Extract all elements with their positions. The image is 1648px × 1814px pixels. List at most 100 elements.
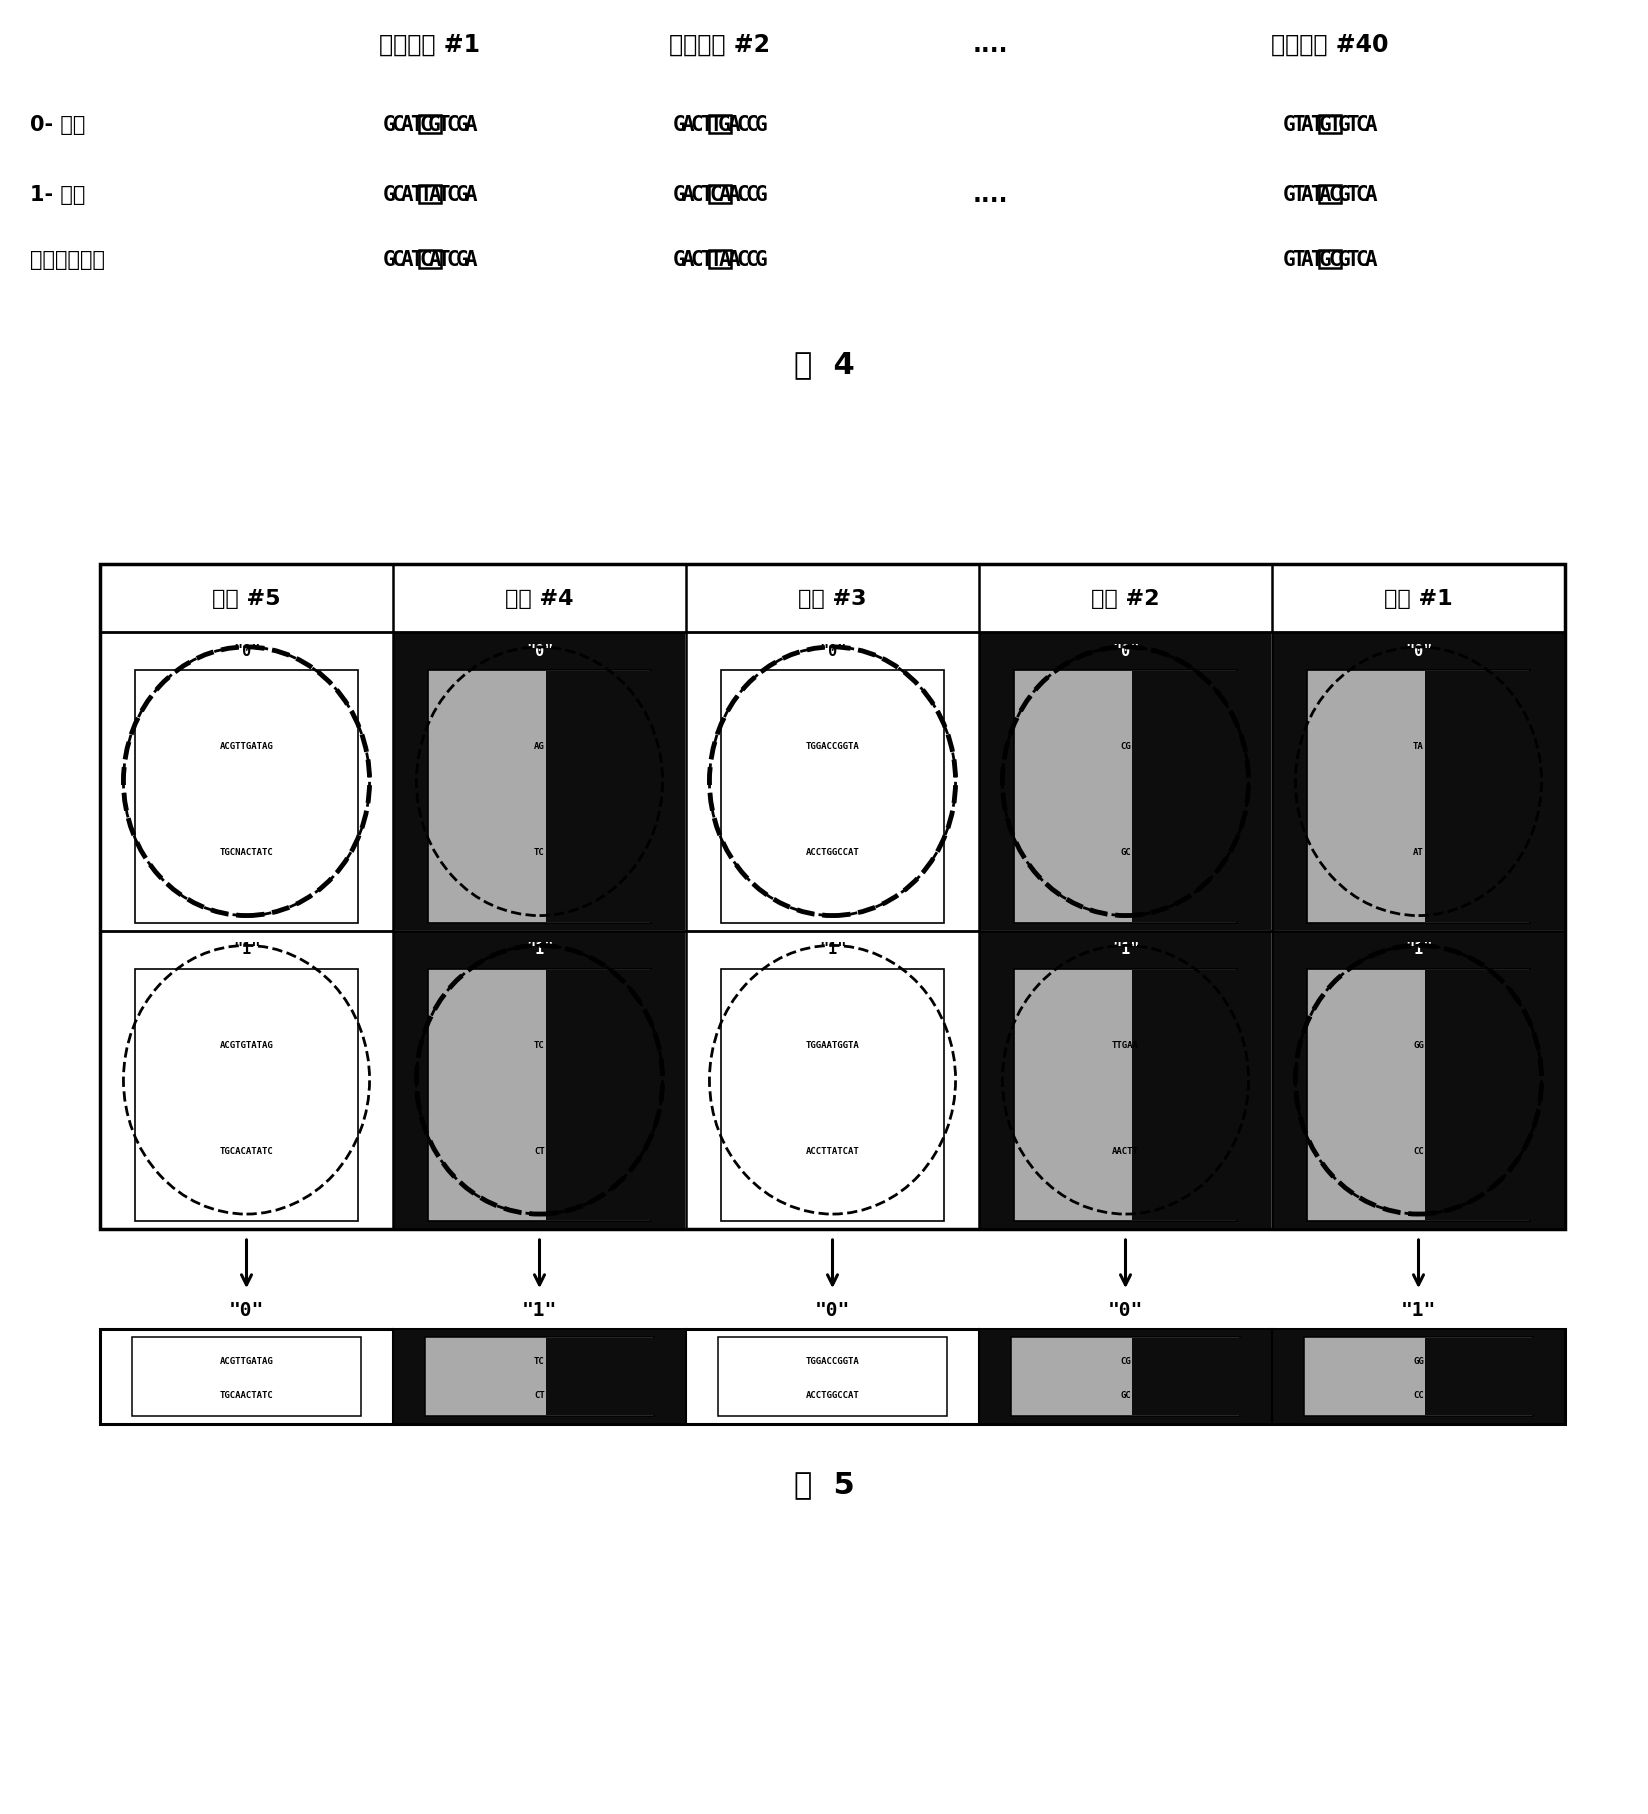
- Text: A: A: [465, 185, 478, 205]
- Text: T: T: [437, 185, 450, 205]
- Bar: [1426, 1339, 1534, 1415]
- Text: G: G: [1337, 114, 1350, 134]
- Text: 图  5: 图 5: [794, 1469, 854, 1498]
- Bar: [419, 250, 442, 268]
- Text: 位元位置 #2: 位元位置 #2: [669, 33, 771, 56]
- Bar: [709, 185, 732, 205]
- Text: "1": "1": [232, 941, 260, 956]
- Bar: [132, 1337, 361, 1417]
- Text: CT: CT: [534, 1146, 545, 1156]
- Text: C: C: [447, 114, 460, 134]
- Text: C: C: [737, 114, 748, 134]
- Text: C: C: [691, 114, 704, 134]
- Text: G: G: [672, 185, 686, 205]
- Text: GG: GG: [1412, 1039, 1424, 1048]
- Text: TC: TC: [534, 1357, 545, 1366]
- Text: A: A: [727, 114, 740, 134]
- Bar: [981, 1330, 1271, 1424]
- Text: "0": "0": [229, 1301, 264, 1319]
- Bar: [1318, 185, 1341, 205]
- Text: A: A: [1365, 114, 1378, 134]
- Text: T: T: [1292, 185, 1305, 205]
- Text: A: A: [682, 250, 694, 270]
- Text: 位元位置 #1: 位元位置 #1: [379, 33, 481, 56]
- Text: A: A: [1300, 250, 1313, 270]
- Bar: [101, 1330, 1566, 1424]
- Text: G: G: [455, 114, 468, 134]
- Text: G: G: [455, 250, 468, 270]
- Bar: [1012, 1337, 1239, 1417]
- Bar: [101, 564, 1566, 1230]
- Text: G: G: [1282, 114, 1295, 134]
- Text: G: G: [755, 185, 768, 205]
- Bar: [135, 671, 358, 923]
- Text: ACCTTATCAT: ACCTTATCAT: [806, 1146, 859, 1156]
- Bar: [1318, 116, 1341, 134]
- Text: A: A: [1318, 185, 1332, 205]
- Text: TGCNACTATC: TGCNACTATC: [219, 847, 274, 856]
- Text: G: G: [428, 114, 442, 134]
- Bar: [135, 969, 358, 1221]
- Text: 1- 位元: 1- 位元: [30, 185, 86, 205]
- Text: 位元 #4: 位元 #4: [506, 590, 574, 610]
- Bar: [722, 671, 944, 923]
- Text: A: A: [428, 250, 442, 270]
- Text: A: A: [465, 114, 478, 134]
- Bar: [545, 970, 653, 1221]
- Bar: [419, 116, 442, 134]
- Text: 位元 #2: 位元 #2: [1091, 590, 1160, 610]
- Text: A: A: [719, 250, 730, 270]
- Text: T: T: [1346, 250, 1360, 270]
- Text: 通用掩蔽位元: 通用掩蔽位元: [30, 250, 105, 270]
- Text: "0": "0": [1404, 644, 1432, 658]
- Text: "0": "0": [814, 1301, 850, 1319]
- Text: "0": "0": [526, 644, 554, 658]
- Text: "0": "0": [1112, 644, 1139, 658]
- Text: C: C: [745, 250, 758, 270]
- Text: C: C: [1355, 185, 1368, 205]
- Text: TGGACCGGTA: TGGACCGGTA: [806, 1357, 859, 1366]
- Bar: [1272, 932, 1564, 1228]
- Text: CG: CG: [1121, 742, 1131, 751]
- Text: 图  4: 图 4: [794, 350, 854, 379]
- Text: TGGAATGGTA: TGGAATGGTA: [806, 1039, 859, 1048]
- Bar: [545, 671, 653, 922]
- Text: C: C: [709, 185, 722, 205]
- Text: G: G: [382, 114, 396, 134]
- Text: GC: GC: [1121, 1390, 1131, 1399]
- Bar: [1272, 1330, 1564, 1424]
- Text: C: C: [419, 250, 432, 270]
- Text: A: A: [465, 250, 478, 270]
- Bar: [1318, 250, 1341, 268]
- Text: C: C: [1355, 114, 1368, 134]
- Bar: [1426, 671, 1533, 922]
- Text: T: T: [410, 114, 422, 134]
- Bar: [1014, 671, 1238, 923]
- Text: C: C: [691, 250, 704, 270]
- Bar: [1132, 1339, 1243, 1415]
- Text: T: T: [1346, 114, 1360, 134]
- Text: T: T: [437, 250, 450, 270]
- Text: T: T: [700, 185, 712, 205]
- Bar: [394, 1330, 686, 1424]
- Text: G: G: [755, 114, 768, 134]
- Text: T: T: [1310, 114, 1323, 134]
- Text: TGCACATATC: TGCACATATC: [219, 1146, 274, 1156]
- Text: C: C: [447, 250, 460, 270]
- Bar: [981, 932, 1271, 1228]
- Text: C: C: [1355, 250, 1368, 270]
- Text: 位元 #3: 位元 #3: [798, 590, 867, 610]
- Text: "1": "1": [526, 941, 554, 956]
- Bar: [981, 633, 1271, 931]
- Bar: [1307, 969, 1529, 1221]
- Text: A: A: [428, 185, 442, 205]
- Text: A: A: [719, 185, 730, 205]
- Text: TC: TC: [534, 847, 545, 856]
- Text: "0": "0": [1107, 1301, 1144, 1319]
- Text: ACCTGGCCAT: ACCTGGCCAT: [806, 847, 859, 856]
- Text: A: A: [1365, 185, 1378, 205]
- Text: A: A: [400, 114, 414, 134]
- Text: T: T: [410, 185, 422, 205]
- Text: GG: GG: [1412, 1357, 1424, 1366]
- Text: T: T: [700, 250, 712, 270]
